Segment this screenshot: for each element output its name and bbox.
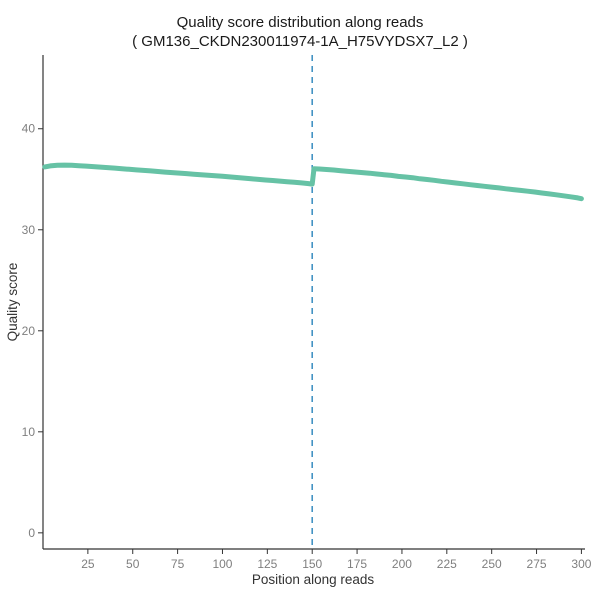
x-tick-label: 275 [527, 557, 547, 571]
x-tick-label: 25 [81, 557, 95, 571]
y-axis-label: Quality score [5, 263, 20, 342]
axes-layer: 25 50 75 100 125 150 175 200 225 250 275 300 0 10 20 30… [22, 55, 592, 571]
x-axis-label: Position along reads [252, 572, 375, 587]
x-tick-label: 125 [257, 557, 277, 571]
x-tick-label: 300 [571, 557, 591, 571]
quality-line [42, 162, 584, 202]
x-tick-label: 225 [437, 557, 457, 571]
y-tick-label: 30 [22, 223, 36, 237]
y-tick-label: 10 [22, 425, 36, 439]
chart-title: Quality score distribution along reads [177, 14, 424, 31]
x-tick-label: 175 [347, 557, 367, 571]
y-tick-label: 20 [22, 324, 36, 338]
x-tick-label: 200 [392, 557, 412, 571]
x-tick-label: 75 [171, 557, 185, 571]
chart-subtitle: ( GM136_CKDN230011974-1A_H75VYDSX7_L2 ) [132, 33, 468, 50]
series-layer [42, 55, 584, 549]
y-tick-label: 0 [28, 526, 35, 540]
y-tick-label: 40 [22, 122, 36, 136]
x-tick-label: 100 [212, 557, 232, 571]
x-tick-label: 150 [302, 557, 322, 571]
x-tick-label: 250 [482, 557, 502, 571]
x-tick-label: 50 [126, 557, 140, 571]
